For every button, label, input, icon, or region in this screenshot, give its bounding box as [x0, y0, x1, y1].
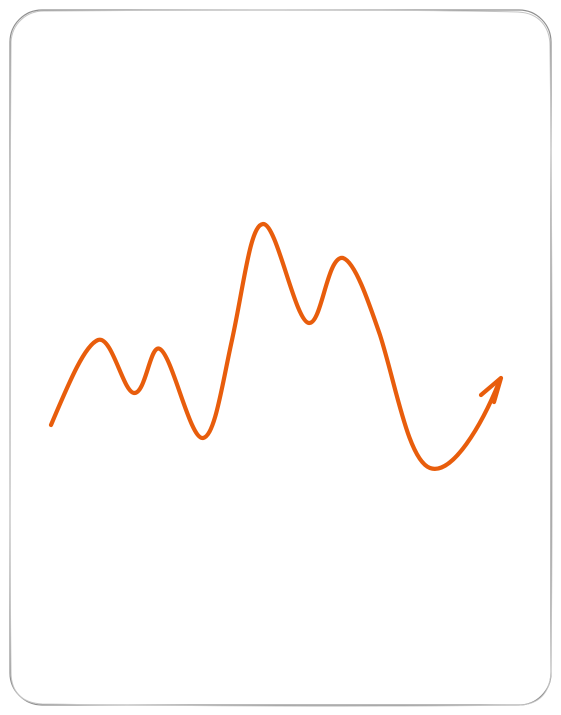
sketch-frame: [9, 9, 552, 706]
sketch-frame-rough-pass: [9, 9, 553, 707]
freehand-squiggle-line: [48, 221, 503, 471]
arrowhead-icon: [478, 375, 504, 405]
